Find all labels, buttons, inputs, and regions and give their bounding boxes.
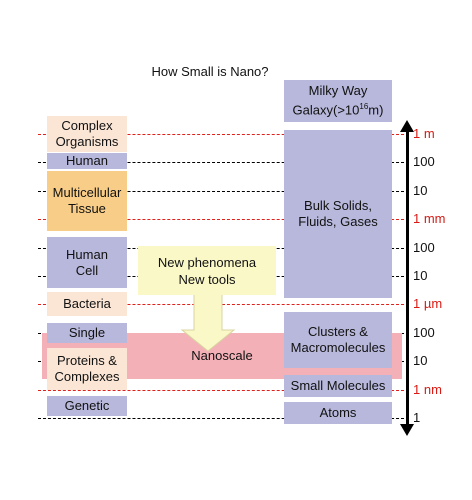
tick-1nm: 1 nm — [413, 382, 442, 397]
tick-10: 10 — [413, 268, 428, 283]
genetic-label: Genetic — [64, 398, 110, 413]
bacteria-label: Bacteria — [63, 296, 111, 311]
tick-100: 100 — [413, 325, 435, 340]
proteins-complexes-label: Proteins & Complexes — [54, 353, 120, 384]
new-tools-label: New tools — [178, 271, 236, 287]
scale-line-1mm — [38, 219, 404, 220]
human-label: Human — [66, 153, 108, 168]
page-title: How Small is Nano? — [151, 64, 269, 79]
box-complex-organisms: Complex Organisms — [47, 116, 127, 152]
nanoscale-label: Nanoscale — [191, 348, 253, 363]
box-multicellular-tissue: Multicellular Tissue — [47, 171, 127, 231]
clusters-label: Clusters & Macromolecules — [290, 324, 386, 355]
tick-1m: 1 m — [413, 126, 435, 141]
scale-line-1 — [38, 418, 404, 419]
axis-arrow-up-icon — [400, 120, 414, 132]
callout-arrow-shape — [180, 293, 236, 352]
milky-way-line2: Galaxy(>1016m) — [293, 99, 384, 118]
scale-line-1m — [38, 134, 404, 135]
box-single: Single — [47, 323, 127, 343]
tick-1um: 1 µm — [413, 296, 443, 311]
multicellular-tissue-label: Multicellular Tissue — [52, 185, 122, 216]
callout-arrow — [180, 293, 236, 352]
box-small-molecules: Small Molecules — [284, 375, 392, 397]
tick-10: 10 — [413, 353, 428, 368]
axis-arrow-down-icon — [400, 424, 414, 436]
small-molecules-label: Small Molecules — [290, 378, 386, 393]
single-label: Single — [68, 325, 106, 340]
box-bacteria: Bacteria — [47, 292, 127, 316]
bulk-label: Bulk Solids, Fluids, Gases — [298, 198, 378, 229]
tick-100: 100 — [413, 154, 435, 169]
atoms-label: Atoms — [319, 405, 357, 420]
box-atoms: Atoms — [284, 402, 392, 424]
milky-way-exponent: 16 — [359, 102, 369, 112]
box-proteins-complexes: Proteins & Complexes — [47, 348, 127, 390]
tick-1mm: 1 mm — [413, 211, 446, 226]
tick-10: 10 — [413, 183, 428, 198]
complex-organisms-label: Complex Organisms — [55, 118, 119, 149]
box-milky-way: Milky Way Galaxy(>1016m) — [284, 80, 392, 122]
box-genetic: Genetic — [47, 396, 127, 416]
milky-way-prefix: Galaxy(>10 — [292, 102, 360, 118]
box-human-cell: Human Cell — [47, 237, 127, 288]
milky-way-line1: Milky Way — [308, 83, 368, 99]
scale-line-1nm — [38, 390, 404, 391]
callout-box: New phenomena New tools — [138, 246, 276, 295]
human-cell-label: Human Cell — [66, 246, 108, 278]
tick-1: 1 — [413, 410, 421, 425]
scale-axis — [406, 128, 409, 428]
scale-line-10 — [38, 191, 404, 192]
tick-100: 100 — [413, 240, 435, 255]
box-clusters: Clusters & Macromolecules — [284, 312, 392, 368]
new-phenomena-label: New phenomena — [157, 254, 257, 270]
scale-line-100 — [38, 162, 404, 163]
box-bulk: Bulk Solids, Fluids, Gases — [284, 130, 392, 298]
box-human: Human — [47, 153, 127, 169]
milky-way-suffix: m) — [368, 102, 384, 118]
